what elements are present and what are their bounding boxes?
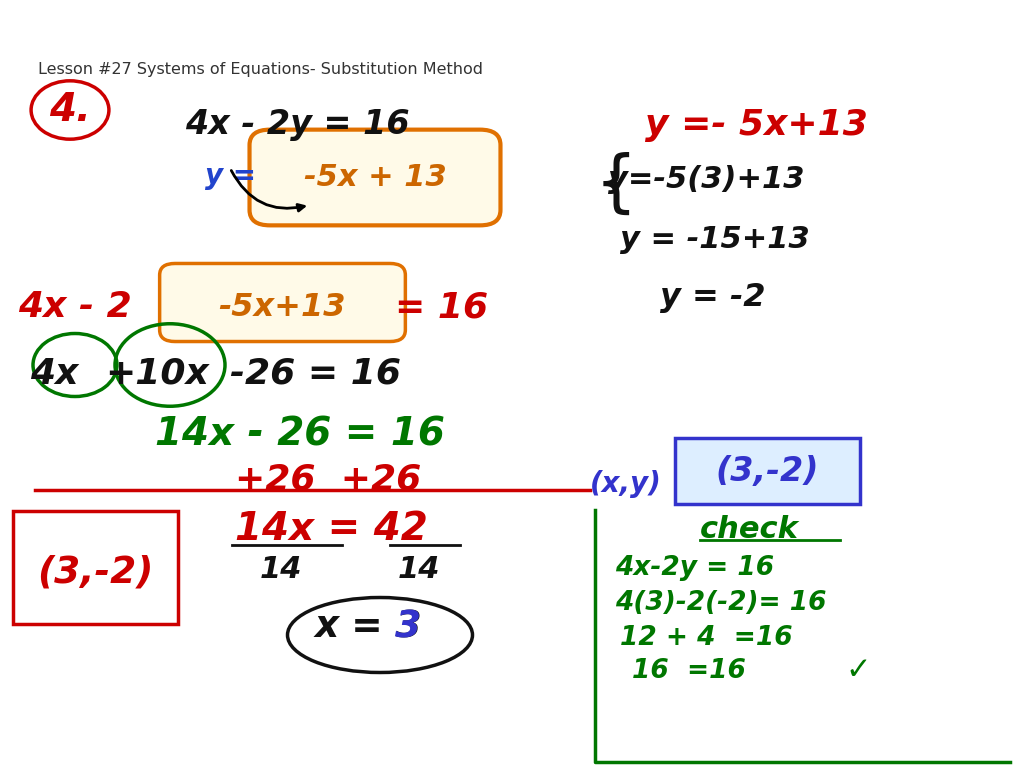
Text: 14x - 26 = 16: 14x - 26 = 16	[155, 415, 444, 453]
Text: y = -2: y = -2	[660, 282, 766, 313]
Text: = 16: = 16	[395, 290, 488, 324]
Text: -5x + 13: -5x + 13	[304, 163, 446, 191]
Text: 4x-2y = 16: 4x-2y = 16	[615, 555, 774, 581]
Text: y =- 5x+13: y =- 5x+13	[645, 108, 868, 142]
Text: y=-5(3)+13: y=-5(3)+13	[608, 165, 805, 194]
Text: 4(3)-2(-2)= 16: 4(3)-2(-2)= 16	[615, 590, 826, 616]
FancyBboxPatch shape	[13, 511, 178, 624]
Text: (3,-2): (3,-2)	[37, 554, 154, 590]
FancyBboxPatch shape	[675, 439, 860, 504]
Text: 4.: 4.	[49, 91, 91, 129]
Text: x = 3: x = 3	[315, 610, 423, 646]
Text: (x,y): (x,y)	[590, 470, 662, 498]
Text: (3,-2): (3,-2)	[715, 455, 819, 488]
Text: check: check	[700, 515, 799, 544]
Text: 14x = 42: 14x = 42	[234, 510, 428, 548]
Text: 12 + 4  =16: 12 + 4 =16	[620, 625, 793, 651]
Text: y = -15+13: y = -15+13	[620, 225, 810, 254]
FancyBboxPatch shape	[160, 263, 406, 342]
Text: Lesson #27 Systems of Equations- Substitution Method: Lesson #27 Systems of Equations- Substit…	[38, 62, 483, 77]
Text: +10x: +10x	[105, 357, 209, 391]
Text: {: {	[595, 152, 638, 218]
Text: 4x - 2: 4x - 2	[18, 290, 132, 324]
Text: 14: 14	[398, 555, 440, 584]
Text: 14: 14	[260, 555, 302, 584]
Text: ✓: ✓	[845, 656, 870, 685]
Text: 4x - 2y = 16: 4x - 2y = 16	[185, 108, 410, 141]
Text: 4x: 4x	[30, 357, 79, 391]
Text: -5x+13: -5x+13	[218, 292, 346, 323]
Text: 3: 3	[395, 610, 421, 646]
Text: +26  +26: +26 +26	[234, 462, 421, 496]
FancyBboxPatch shape	[250, 130, 501, 225]
Text: 16  =16: 16 =16	[632, 658, 745, 684]
Text: -26 = 16: -26 = 16	[230, 357, 401, 391]
FancyArrowPatch shape	[231, 170, 304, 211]
Text: y =: y =	[205, 162, 256, 190]
